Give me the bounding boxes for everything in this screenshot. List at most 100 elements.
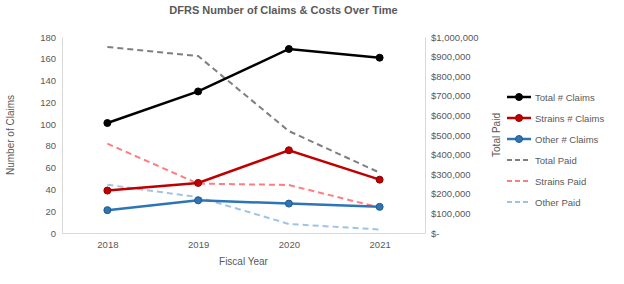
legend-item: Other Paid <box>507 197 580 208</box>
series-marker <box>376 176 383 183</box>
y-axis-title: Number of Claims <box>5 95 16 175</box>
legend-item: Total # Claims <box>507 92 595 103</box>
legend-label: Total # Claims <box>535 92 595 103</box>
y2-tick: $800,000 <box>425 71 471 82</box>
y2-tick: $500,000 <box>425 130 471 141</box>
legend-item: Strains # Claims <box>507 113 604 124</box>
y-tick-label: 160 <box>40 53 56 64</box>
y2-axis-title: Total Paid <box>491 113 502 157</box>
x-tick-label: 2019 <box>188 239 209 250</box>
y-tick: 20 <box>45 206 62 217</box>
y2-tick: $300,000 <box>425 169 471 180</box>
y-tick: 0 <box>51 228 62 239</box>
y2-axis-line <box>425 38 426 234</box>
x-tick: 2021 <box>370 233 391 250</box>
series-marker <box>195 88 202 95</box>
series-marker <box>104 187 111 194</box>
y2-tick-label: $- <box>431 228 439 239</box>
y-tick: 100 <box>40 119 62 130</box>
y-tick: 120 <box>40 97 62 108</box>
series <box>104 147 383 194</box>
series <box>104 197 383 214</box>
series-marker <box>285 200 292 207</box>
y2-tick: $100,000 <box>425 208 471 219</box>
y-tick-label: 120 <box>40 97 56 108</box>
legend-swatch <box>507 180 531 182</box>
y-tick: 60 <box>45 162 62 173</box>
legend-label: Total Paid <box>535 155 577 166</box>
y2-tick-label: $500,000 <box>431 130 471 141</box>
series <box>107 144 379 208</box>
x-axis-title: Fiscal Year <box>219 256 269 267</box>
plot-area <box>104 45 383 229</box>
y2-tick: $900,000 <box>425 51 471 62</box>
y2-tick: $1,000,000 <box>425 32 479 43</box>
y2-tick: $400,000 <box>425 149 471 160</box>
series-line <box>107 49 379 123</box>
legend-label: Strains # Claims <box>535 113 604 124</box>
series-marker <box>104 207 111 214</box>
y2-tick-label: $700,000 <box>431 90 471 101</box>
y-axis: 0 20 40 60 80 100 120 140 160 180 <box>40 32 62 239</box>
series-line <box>107 47 379 173</box>
y-tick-label: 0 <box>51 228 56 239</box>
y2-tick-label: $600,000 <box>431 110 471 121</box>
y2-tick-label: $100,000 <box>431 208 471 219</box>
y2-tick-label: $400,000 <box>431 149 471 160</box>
y2-tick-label: $200,000 <box>431 188 471 199</box>
y2-tick: $600,000 <box>425 110 471 121</box>
x-axis: 2018 2019 2020 2021 <box>63 233 426 250</box>
legend: Total # Claims Strains # Claims Other # Cl… <box>507 92 604 208</box>
legend-swatch <box>507 201 531 203</box>
y-tick-label: 100 <box>40 119 56 130</box>
series <box>104 45 383 126</box>
y2-tick: $200,000 <box>425 188 471 199</box>
y-tick-label: 180 <box>40 32 56 43</box>
x-axis-line <box>63 233 426 234</box>
title: DFRS Number of Claims & Costs Over Time <box>169 4 397 16</box>
y-tick: 40 <box>45 184 62 195</box>
series-marker <box>104 120 111 127</box>
y2-tick: $700,000 <box>425 90 471 101</box>
x-tick-label: 2020 <box>279 239 300 250</box>
x-tick-label: 2021 <box>370 239 391 250</box>
legend-item: Other # Claims <box>507 134 599 145</box>
x-tick: 2018 <box>97 233 118 250</box>
series-line <box>107 144 379 208</box>
y-tick: 180 <box>40 32 62 43</box>
legend-item: Strains Paid <box>507 176 586 187</box>
y2-axis: $- $100,000 $200,000 $300,000 $400,000 $500,0… <box>425 32 479 239</box>
y2-tick-label: $1,000,000 <box>431 32 479 43</box>
series-line <box>107 200 379 210</box>
y2-tick-label: $800,000 <box>431 71 471 82</box>
series-line <box>107 150 379 190</box>
y-tick: 80 <box>45 140 62 151</box>
x-tick: 2019 <box>188 233 209 250</box>
series <box>107 47 379 173</box>
chart: DFRS Number of Claims & Costs Over Time 0… <box>0 0 624 284</box>
legend-label: Other # Claims <box>535 134 599 145</box>
legend-label: Strains Paid <box>535 176 586 187</box>
y2-tick-label: $300,000 <box>431 169 471 180</box>
y-tick: 160 <box>40 53 62 64</box>
y2-tick-label: $900,000 <box>431 51 471 62</box>
y-axis-line <box>62 38 63 234</box>
y-tick-label: 60 <box>45 162 56 173</box>
y-tick-label: 40 <box>45 184 56 195</box>
series <box>107 185 379 230</box>
y-tick: 140 <box>40 75 62 86</box>
series-marker <box>376 54 383 61</box>
y2-tick: $- <box>425 228 439 239</box>
legend-label: Other Paid <box>535 197 580 208</box>
series-marker <box>285 45 292 52</box>
series-marker <box>285 147 292 154</box>
legend-swatch <box>507 159 531 161</box>
legend-marker <box>516 94 523 101</box>
legend-item: Total Paid <box>507 155 577 166</box>
series-marker <box>195 179 202 186</box>
x-tick: 2020 <box>279 233 300 250</box>
y-tick-label: 80 <box>45 140 56 151</box>
y-tick-label: 140 <box>40 75 56 86</box>
legend-marker <box>516 115 523 122</box>
series-marker <box>376 203 383 210</box>
